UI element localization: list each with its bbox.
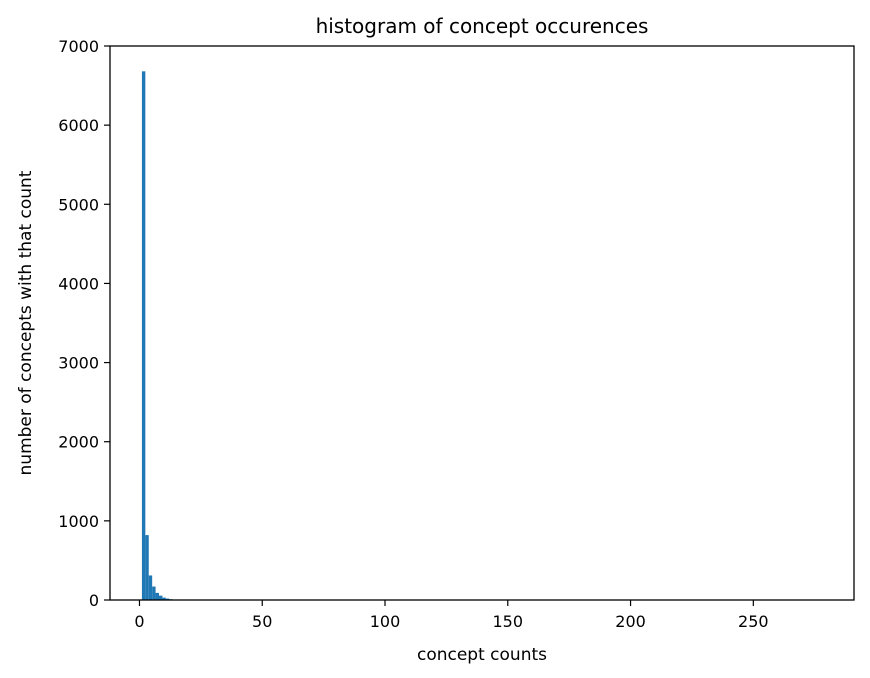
histogram-bar [165, 598, 170, 600]
y-tick-label: 3000 [58, 354, 99, 373]
y-axis-ticks: 0 1000 2000 3000 4000 5000 6000 7000 [58, 37, 110, 610]
y-tick-label: 1000 [58, 512, 99, 531]
y-axis-label: number of concepts with that count [16, 170, 36, 475]
histogram-bar [152, 586, 156, 600]
x-tick-label: 100 [370, 612, 401, 631]
x-tick-label: 150 [493, 612, 524, 631]
y-tick-label: 0 [89, 591, 99, 610]
histogram-bars [141, 71, 180, 601]
histogram-bar [145, 535, 149, 600]
x-tick-label: 200 [615, 612, 646, 631]
chart-title: histogram of concept occurences [316, 14, 649, 38]
x-tick-label: 0 [134, 612, 144, 631]
x-tick-label: 250 [738, 612, 769, 631]
histogram-bar [148, 575, 153, 600]
histogram-bar [158, 595, 163, 600]
y-tick-label: 6000 [58, 116, 99, 135]
histogram-bar [141, 71, 146, 601]
y-tick-label: 5000 [58, 195, 99, 214]
histogram-bar [155, 592, 159, 600]
y-tick-label: 7000 [58, 37, 99, 56]
x-axis-ticks: 0 50 100 150 200 250 [134, 600, 769, 631]
y-tick-label: 4000 [58, 274, 99, 293]
plot-frame [109, 45, 855, 601]
histogram-bar [162, 597, 166, 600]
x-axis-label: concept counts [417, 645, 547, 665]
y-tick-label: 2000 [58, 433, 99, 452]
x-tick-label: 50 [252, 612, 272, 631]
